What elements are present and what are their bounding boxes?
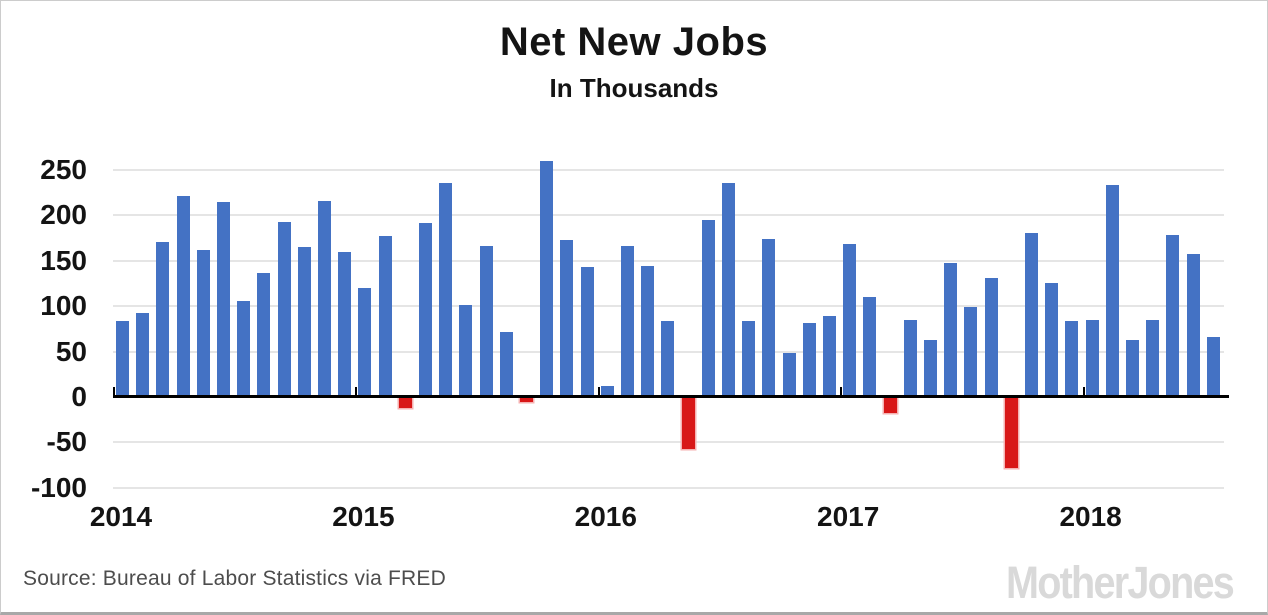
bar-2015-09 (520, 397, 533, 402)
bar-2016-01 (600, 386, 614, 397)
bar-2015-12 (580, 267, 594, 397)
x-axis-label-2018: 2018 (1059, 501, 1122, 532)
bar-2017-09 (1004, 397, 1018, 468)
axis-tick-2017 (840, 387, 843, 396)
bar-2016-06 (701, 219, 715, 397)
bar-2015-06 (459, 305, 473, 397)
bar-2014-08 (257, 273, 271, 397)
gridline-200 (113, 214, 1224, 217)
gridline-100 (113, 305, 1224, 308)
bar-2018-07 (1206, 337, 1220, 397)
bar-2017-12 (1065, 320, 1079, 397)
chart-title: Net New Jobs (499, 20, 769, 64)
bar-2015-04 (419, 223, 432, 397)
source-credit: Source: Bureau of Labor Statistics via F… (23, 567, 446, 590)
bar-2017-10 (1025, 233, 1038, 397)
bar-2015-02 (378, 236, 392, 397)
bar-2018-01 (1085, 319, 1099, 397)
bar-2014-07 (237, 300, 251, 397)
bar-2018-03 (1126, 339, 1139, 397)
bar-2014-12 (338, 251, 352, 397)
bar-2014-02 (136, 313, 150, 397)
bar-2014-10 (297, 247, 311, 397)
bar-2017-04 (903, 319, 917, 397)
x-axis-line (113, 395, 1229, 398)
bar-2014-05 (196, 249, 210, 397)
bar-2017-06 (944, 262, 958, 397)
bar-2016-12 (823, 316, 836, 397)
bar-2014-06 (217, 201, 230, 397)
axis-tick-2018 (1082, 387, 1085, 396)
gridline-250 (113, 168, 1224, 171)
bar-2018-02 (1105, 185, 1119, 397)
bar-2016-10 (782, 352, 796, 397)
bar-2016-03 (641, 266, 655, 397)
bar-2014-11 (318, 200, 331, 397)
bar-2014-01 (116, 320, 129, 397)
bar-2016-11 (802, 323, 816, 397)
axis-tick-2016 (597, 387, 600, 396)
bar-2018-04 (1146, 319, 1160, 397)
bar-2016-09 (762, 238, 776, 397)
y-axis-label-50: 50 (55, 335, 87, 367)
y-axis-label--100: -100 (30, 471, 87, 503)
bar-2017-02 (863, 297, 877, 397)
bar-2014-04 (176, 196, 190, 397)
y-axis-label-100: 100 (40, 290, 87, 322)
x-axis-label-2016: 2016 (574, 501, 637, 532)
bar-2017-01 (843, 244, 857, 397)
bar-2014-09 (277, 221, 291, 397)
bar-2016-07 (722, 183, 735, 397)
bar-2018-06 (1186, 254, 1200, 397)
axis-tick-2014 (113, 387, 115, 396)
bar-2017-03 (883, 397, 897, 413)
bar-2015-11 (560, 239, 574, 397)
y-axis-label-200: 200 (40, 199, 87, 231)
axis-tick-2015 (355, 387, 358, 396)
y-axis-label--50: -50 (46, 426, 87, 458)
bar-2015-08 (499, 331, 513, 397)
y-axis-label-250: 250 (40, 153, 87, 185)
bar-2016-04 (661, 320, 675, 397)
bar-2015-01 (358, 287, 372, 397)
x-axis-label-2015: 2015 (332, 501, 395, 532)
bar-2018-05 (1166, 235, 1180, 397)
gridline--50 (113, 441, 1224, 444)
gridline--100 (113, 486, 1224, 489)
bar-2016-02 (621, 246, 634, 397)
x-axis-label-2014: 2014 (89, 501, 153, 532)
bar-2016-05 (681, 397, 695, 449)
gridline-150 (113, 259, 1224, 262)
bar-2015-03 (398, 397, 412, 408)
bar-2014-03 (156, 241, 170, 397)
motherjones-logo: MotherJones (1005, 557, 1235, 608)
bar-2017-08 (984, 277, 998, 397)
bar-2015-10 (540, 160, 554, 397)
y-axis-label-0: 0 (71, 381, 87, 412)
bar-2015-07 (479, 246, 493, 397)
bar-2017-05 (924, 339, 937, 397)
bar-2016-08 (742, 320, 756, 397)
bar-2017-07 (964, 307, 978, 397)
bar-2015-05 (439, 182, 453, 397)
chart-subtitle: In Thousands (549, 73, 719, 103)
bar-2017-11 (1045, 283, 1059, 397)
x-axis-label-2017: 2017 (817, 501, 880, 532)
y-axis-label-150: 150 (40, 244, 87, 276)
